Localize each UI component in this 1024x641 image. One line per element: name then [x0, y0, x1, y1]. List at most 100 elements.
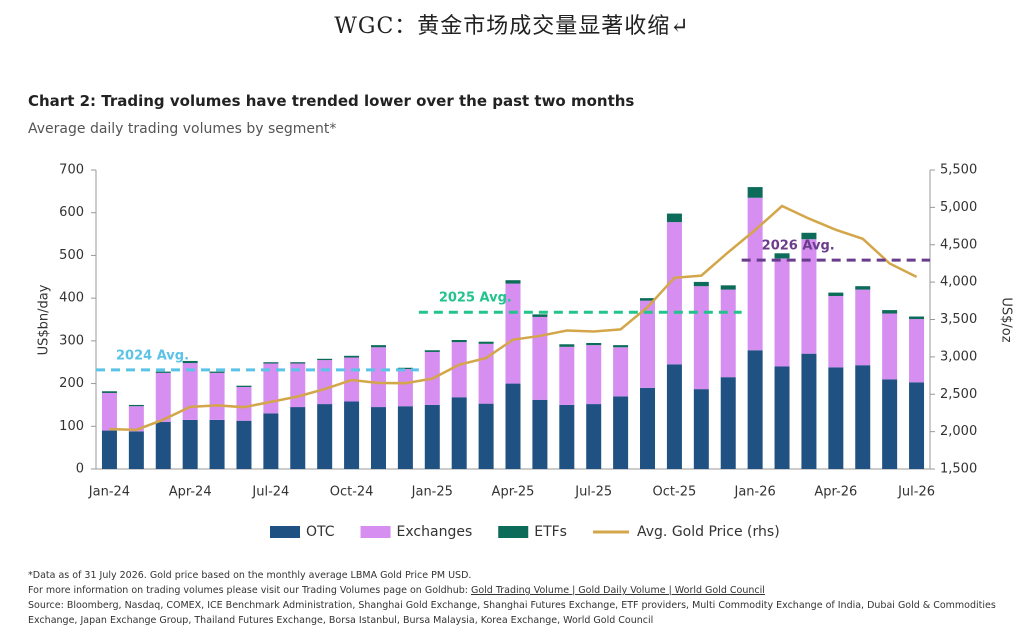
bar-segment — [532, 399, 548, 469]
bar-segment — [101, 392, 117, 431]
bar-segment — [263, 362, 279, 364]
bar-segment — [666, 364, 682, 469]
bar-segment — [209, 419, 225, 469]
bar-segment — [505, 283, 521, 384]
bar-segment — [747, 350, 763, 469]
x-tick-label: Apr-25 — [492, 485, 535, 500]
bar-segment — [317, 360, 333, 405]
bar-segment — [640, 387, 656, 469]
bar-segment — [586, 345, 602, 405]
x-tick-label: Oct-25 — [653, 485, 697, 500]
y-tick-label: 0 — [76, 462, 84, 477]
bar-segment — [801, 353, 817, 469]
x-tick-label: Jan-26 — [733, 485, 775, 500]
bar-segment — [128, 431, 144, 469]
bar-segment — [451, 397, 467, 469]
x-tick-label: Jul-24 — [251, 485, 289, 500]
y2-tick-label: 4,000 — [940, 275, 977, 290]
legend-swatch — [360, 526, 391, 538]
bar-segment — [613, 345, 629, 348]
page-heading: WGC：黄金市场成交量显著收缩↵ — [334, 14, 690, 39]
legend-label: Avg. Gold Price (rhs) — [637, 524, 780, 540]
y2-tick-label: 5,500 — [940, 163, 977, 178]
bar-segment — [263, 413, 279, 469]
bar-segment — [559, 404, 575, 469]
y2-tick-label: 3,500 — [940, 312, 977, 327]
bar-segment — [801, 232, 817, 240]
bar-segment — [640, 298, 656, 301]
chart-subtitle: Average daily trading volumes by segment… — [28, 121, 337, 137]
bar-segment — [236, 420, 252, 469]
bar-segment — [317, 404, 333, 469]
bar-segment — [801, 239, 817, 354]
bar-segment — [666, 213, 682, 223]
bar-segment — [424, 404, 440, 469]
bar-segment — [424, 350, 440, 352]
legend-label: ETFs — [534, 524, 567, 540]
bar-segment — [693, 389, 709, 469]
bar-segment — [532, 314, 548, 317]
bar-segment — [640, 300, 656, 388]
bar-segment — [882, 379, 898, 469]
footnote: *Data as of 31 July 2026. Gold price bas… — [28, 570, 472, 581]
bar-segment — [613, 396, 629, 469]
bar-segment — [155, 371, 171, 373]
y2-axis-title: US$/oz — [999, 297, 1014, 342]
footnotes: *Data as of 31 July 2026. Gold price bas… — [28, 568, 1018, 628]
y-tick-label: 500 — [59, 248, 84, 263]
bar-segment — [828, 292, 844, 297]
bar-segment — [586, 342, 602, 346]
x-tick-label: Jul-25 — [574, 485, 612, 500]
bar-segment — [182, 363, 198, 420]
bar-segment — [559, 344, 575, 347]
y2-tick-label: 3,000 — [940, 349, 977, 364]
bar-segment — [909, 319, 925, 383]
bar-segment — [909, 316, 925, 320]
bar-segment — [370, 407, 386, 469]
y2-tick-label: 2,500 — [940, 387, 977, 402]
y2-tick-label: 4,500 — [940, 237, 977, 252]
average-label: 2025 Avg. — [439, 291, 512, 306]
bar-segment — [236, 386, 252, 421]
footnote-link[interactable]: Gold Trading Volume | Gold Daily Volume … — [470, 585, 765, 596]
y-tick-label: 100 — [59, 419, 84, 434]
bar-segment — [505, 383, 521, 469]
bar-segment — [855, 365, 871, 469]
y-tick-label: 300 — [59, 333, 84, 348]
bar-segment — [209, 371, 225, 373]
bar-segment — [720, 377, 736, 469]
average-label: 2024 Avg. — [116, 348, 189, 363]
bar-segment — [828, 296, 844, 368]
bar-segment — [344, 355, 360, 358]
x-tick-label: Apr-26 — [814, 485, 857, 500]
bar-segment — [370, 347, 386, 408]
bar-segment — [747, 187, 763, 198]
bar-segment — [209, 372, 225, 420]
x-tick-label: Jan-24 — [88, 485, 130, 500]
legend-label: Exchanges — [397, 524, 473, 540]
bar-segment — [855, 286, 871, 290]
y-tick-label: 400 — [59, 291, 84, 306]
y-tick-label: 600 — [59, 205, 84, 220]
bar-segment — [290, 362, 306, 364]
x-tick-label: Apr-24 — [169, 485, 212, 500]
bar-segment — [478, 343, 494, 404]
bar-segment — [182, 360, 198, 364]
y2-tick-label: 5,000 — [940, 200, 977, 215]
line-series — [109, 204, 918, 432]
bar-segment — [155, 422, 171, 469]
bar-segment — [397, 367, 413, 370]
bar-segment — [101, 391, 117, 393]
bar-segment — [532, 316, 548, 400]
bar-segment — [666, 222, 682, 365]
bar-segment — [101, 430, 117, 469]
bar-segment — [882, 310, 898, 314]
bar-segment — [397, 406, 413, 469]
bar-segment — [720, 289, 736, 378]
bar-segment — [317, 358, 333, 361]
x-tick-label: Jul-26 — [897, 485, 935, 500]
y-axis-title: US$bn/day — [37, 284, 52, 355]
bar-segment — [290, 407, 306, 469]
